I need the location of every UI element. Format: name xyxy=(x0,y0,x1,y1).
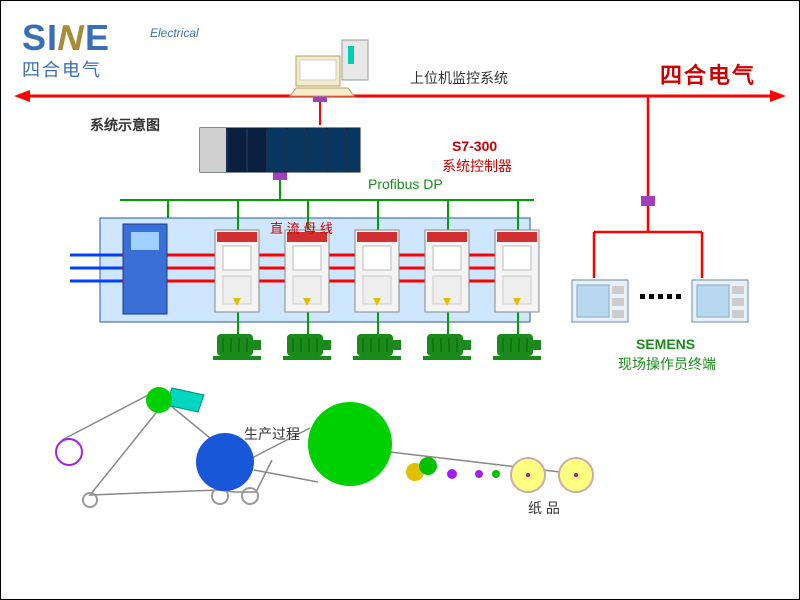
profibus-label: Profibus DP xyxy=(368,176,443,192)
dc-bus-label: 直 流 母 线 xyxy=(270,218,333,237)
plc-icon xyxy=(200,128,360,172)
terminal-label: 现场操作员终端 xyxy=(618,354,716,374)
computer-icon xyxy=(290,40,368,96)
system-diagram-label: 系统示意图 xyxy=(90,115,160,135)
paper-label: 纸 品 xyxy=(528,498,560,518)
production-process-label: 生产过程 xyxy=(244,424,300,444)
sys-controller-label: 系统控制器 xyxy=(442,156,512,176)
upper-monitor-label: 上位机监控系统 xyxy=(410,68,508,88)
siemens-label: SEMENS xyxy=(636,336,695,352)
sihe-right-label: 四合电气 xyxy=(660,58,756,90)
s7300-label: S7-300 xyxy=(452,138,497,154)
diagram-svg xyxy=(0,0,800,600)
